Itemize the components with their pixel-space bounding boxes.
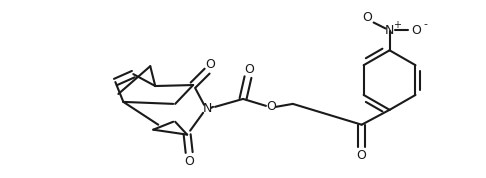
- Text: O: O: [412, 24, 421, 37]
- Text: O: O: [363, 11, 373, 24]
- Text: O: O: [357, 149, 366, 162]
- Text: N: N: [385, 24, 394, 37]
- Text: -: -: [423, 20, 428, 30]
- Text: O: O: [184, 155, 194, 168]
- Text: +: +: [393, 20, 400, 30]
- Text: O: O: [205, 58, 215, 71]
- Text: N: N: [202, 102, 212, 115]
- Text: O: O: [266, 100, 276, 113]
- Text: O: O: [244, 63, 254, 76]
